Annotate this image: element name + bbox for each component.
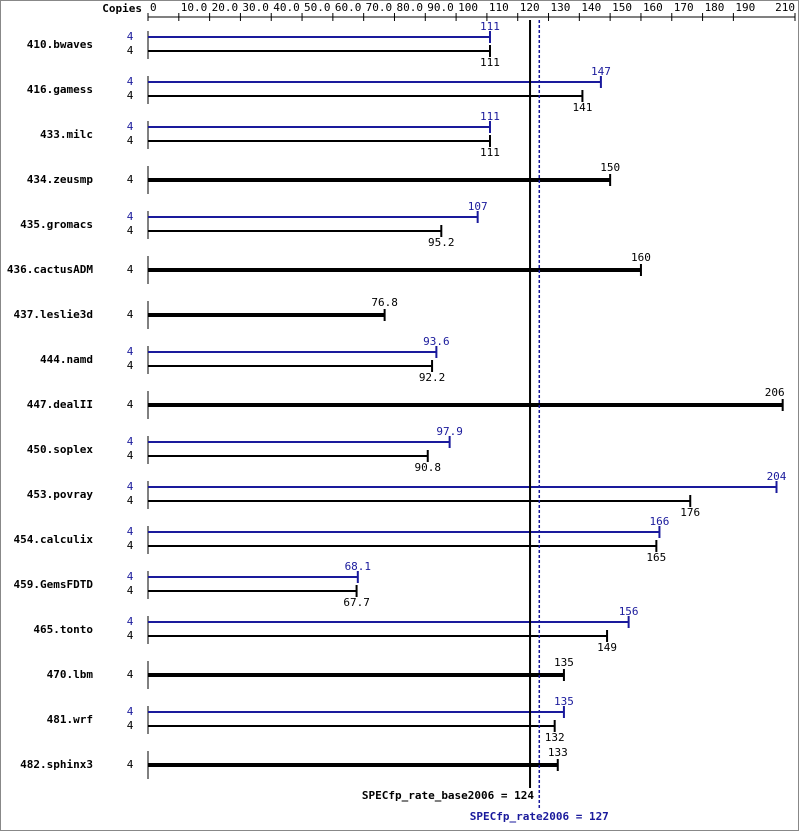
- x-tick-label: 100: [458, 1, 478, 14]
- value-label: 111: [480, 146, 500, 159]
- category-label: 416.gamess: [27, 83, 93, 96]
- category-label: 437.leslie3d: [14, 308, 93, 321]
- copies-label: 4: [127, 75, 134, 88]
- x-tick-label: 70.0: [366, 1, 393, 14]
- copies-label: 4: [127, 120, 134, 133]
- copies-label: 4: [127, 134, 134, 147]
- x-tick-label: 40.0: [273, 1, 300, 14]
- value-label: 68.1: [345, 560, 372, 573]
- x-tick-label: 140: [581, 1, 601, 14]
- value-label: 133: [548, 746, 568, 759]
- value-label: 135: [554, 695, 574, 708]
- value-label: 92.2: [419, 371, 446, 384]
- value-label: 107: [468, 200, 488, 213]
- value-label: 166: [650, 515, 670, 528]
- copies-label: 4: [127, 584, 134, 597]
- reference-label: SPECfp_rate_base2006 = 124: [362, 789, 535, 802]
- category-label: 447.dealII: [27, 398, 93, 411]
- copies-label: 4: [127, 668, 134, 681]
- copies-label: 4: [127, 758, 134, 771]
- copies-label: 4: [127, 570, 134, 583]
- copies-label: 4: [127, 539, 134, 552]
- x-tick-label: 190: [735, 1, 755, 14]
- value-label: 156: [619, 605, 639, 618]
- copies-label: 4: [127, 449, 134, 462]
- copies-label: 4: [127, 173, 134, 186]
- copies-label: 4: [127, 398, 134, 411]
- copies-label: 4: [127, 345, 134, 358]
- x-tick-label: 30.0: [242, 1, 269, 14]
- copies-label: 4: [127, 615, 134, 628]
- copies-label: 4: [127, 89, 134, 102]
- category-label: 410.bwaves: [27, 38, 93, 51]
- category-label: 459.GemsFDTD: [14, 578, 94, 591]
- x-tick-label: 80.0: [396, 1, 423, 14]
- x-tick-label: 20.0: [212, 1, 239, 14]
- value-label: 132: [545, 731, 565, 744]
- x-tick-label: 180: [705, 1, 725, 14]
- value-label: 97.9: [436, 425, 463, 438]
- copies-label: 4: [127, 263, 134, 276]
- x-tick-label: 210: [775, 1, 795, 14]
- category-label: 450.soplex: [27, 443, 94, 456]
- x-tick-label: 10.0: [181, 1, 208, 14]
- value-label: 76.8: [371, 296, 398, 309]
- x-tick-label: 110: [489, 1, 509, 14]
- value-label: 147: [591, 65, 611, 78]
- category-label: 453.povray: [27, 488, 94, 501]
- copies-label: 4: [127, 525, 134, 538]
- value-label: 149: [597, 641, 617, 654]
- x-tick-label: 0: [150, 1, 157, 14]
- category-label: 482.sphinx3: [20, 758, 93, 771]
- copies-label: 4: [127, 494, 134, 507]
- value-label: 111: [480, 20, 500, 33]
- category-label: 444.namd: [40, 353, 93, 366]
- value-label: 204: [767, 470, 787, 483]
- x-tick-label: 50.0: [304, 1, 331, 14]
- value-label: 95.2: [428, 236, 455, 249]
- value-label: 111: [480, 110, 500, 123]
- value-label: 206: [765, 386, 785, 399]
- x-tick-label: 90.0: [427, 1, 454, 14]
- reference-label: SPECfp_rate2006 = 127: [470, 810, 609, 823]
- value-label: 150: [600, 161, 620, 174]
- copies-label: 4: [127, 719, 134, 732]
- value-label: 176: [680, 506, 700, 519]
- axis-label: Copies: [102, 2, 142, 15]
- value-label: 90.8: [415, 461, 442, 474]
- category-label: 433.milc: [40, 128, 93, 141]
- category-label: 434.zeusmp: [27, 173, 94, 186]
- copies-label: 4: [127, 224, 134, 237]
- copies-label: 4: [127, 30, 134, 43]
- value-label: 93.6: [423, 335, 450, 348]
- copies-label: 4: [127, 359, 134, 372]
- category-label: 436.cactusADM: [7, 263, 93, 276]
- category-label: 465.tonto: [33, 623, 93, 636]
- copies-label: 4: [127, 308, 134, 321]
- x-tick-label: 60.0: [335, 1, 362, 14]
- copies-label: 4: [127, 480, 134, 493]
- copies-label: 4: [127, 435, 134, 448]
- value-label: 165: [646, 551, 666, 564]
- copies-label: 4: [127, 629, 134, 642]
- value-label: 67.7: [343, 596, 370, 609]
- x-tick-label: 120: [520, 1, 540, 14]
- x-tick-label: 160: [643, 1, 663, 14]
- category-label: 470.lbm: [47, 668, 94, 681]
- copies-label: 4: [127, 705, 134, 718]
- x-tick-label: 170: [674, 1, 694, 14]
- copies-label: 4: [127, 210, 134, 223]
- category-label: 481.wrf: [47, 713, 93, 726]
- value-label: 111: [480, 56, 500, 69]
- value-label: 141: [572, 101, 592, 114]
- category-label: 435.gromacs: [20, 218, 93, 231]
- copies-label: 4: [127, 44, 134, 57]
- value-label: 135: [554, 656, 574, 669]
- category-label: 454.calculix: [14, 533, 94, 546]
- x-tick-label: 150: [612, 1, 632, 14]
- x-tick-label: 130: [551, 1, 571, 14]
- value-label: 160: [631, 251, 651, 264]
